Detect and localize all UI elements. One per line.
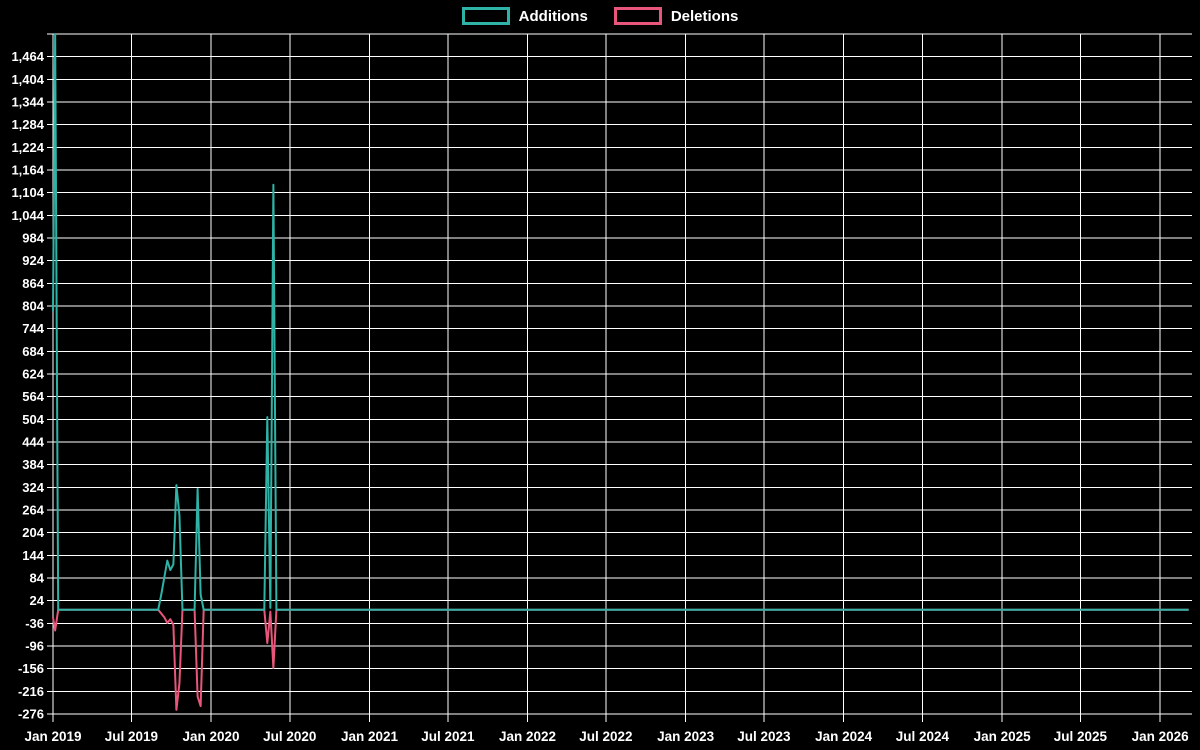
- y-tick-label: 564: [22, 389, 44, 404]
- y-tick-label: 264: [22, 503, 44, 518]
- x-tick-label: Jul 2023: [737, 729, 791, 744]
- chart-legend: Additions Deletions: [0, 7, 1200, 25]
- x-tick-label: Jan 2026: [1132, 729, 1190, 744]
- legend-item-additions[interactable]: Additions: [461, 7, 588, 25]
- y-tick-label: 1,404: [11, 72, 44, 87]
- y-tick-label: 1,344: [11, 95, 44, 110]
- legend-label-deletions: Deletions: [670, 7, 739, 25]
- y-tick-label: 744: [22, 321, 44, 336]
- x-tick-label: Jul 2024: [896, 729, 950, 744]
- x-tick-label: Jul 2021: [421, 729, 475, 744]
- x-tick-label: Jan 2024: [815, 729, 873, 744]
- legend-label-additions: Additions: [518, 7, 588, 25]
- series-line-deletions: [52, 608, 1189, 711]
- y-tick-label: 204: [22, 525, 44, 540]
- x-tick-label: Jan 2021: [341, 729, 399, 744]
- x-tick-label: Jan 2020: [182, 729, 239, 744]
- x-tick-label: Jan 2022: [499, 729, 556, 744]
- y-tick-label: 444: [22, 435, 44, 450]
- x-tick-label: Jul 2025: [1054, 729, 1108, 744]
- y-tick-label: 1,164: [11, 163, 44, 178]
- x-tick-label: Jan 2025: [974, 729, 1032, 744]
- y-tick-label: -156: [18, 661, 44, 676]
- y-tick-label: 1,464: [11, 49, 44, 64]
- y-tick-label: 1,044: [11, 208, 44, 223]
- x-tick-label: Jul 2022: [579, 729, 632, 744]
- y-tick-label: -276: [18, 707, 44, 722]
- y-tick-label: 144: [22, 548, 44, 563]
- x-tick-label: Jul 2020: [263, 729, 316, 744]
- y-tick-label: 804: [22, 299, 44, 314]
- legend-item-deletions[interactable]: Deletions: [613, 7, 739, 25]
- y-tick-label: 324: [22, 480, 44, 495]
- y-tick-label: 24: [30, 593, 45, 608]
- y-tick-label: 84: [30, 571, 45, 586]
- y-tick-label: 864: [22, 276, 44, 291]
- y-tick-label: 504: [22, 412, 44, 427]
- y-tick-label: 384: [22, 457, 44, 472]
- x-tick-label: Jan 2019: [24, 729, 81, 744]
- y-tick-label: 1,284: [11, 117, 44, 132]
- y-tick-label: 984: [22, 231, 44, 246]
- y-tick-label: -96: [25, 639, 44, 654]
- x-tick-label: Jul 2019: [105, 729, 158, 744]
- y-tick-label: 1,224: [11, 140, 44, 155]
- x-tick-label: Jan 2023: [657, 729, 715, 744]
- y-tick-label: -36: [25, 616, 44, 631]
- y-tick-label: -216: [18, 684, 44, 699]
- y-tick-label: 624: [22, 367, 44, 382]
- y-tick-label: 924: [22, 253, 44, 268]
- y-tick-label: 1,104: [11, 185, 44, 200]
- additions-swatch: [461, 7, 510, 25]
- series-line-additions: [52, 33, 1189, 611]
- y-tick-label: 684: [22, 344, 44, 359]
- deletions-swatch: [613, 7, 662, 25]
